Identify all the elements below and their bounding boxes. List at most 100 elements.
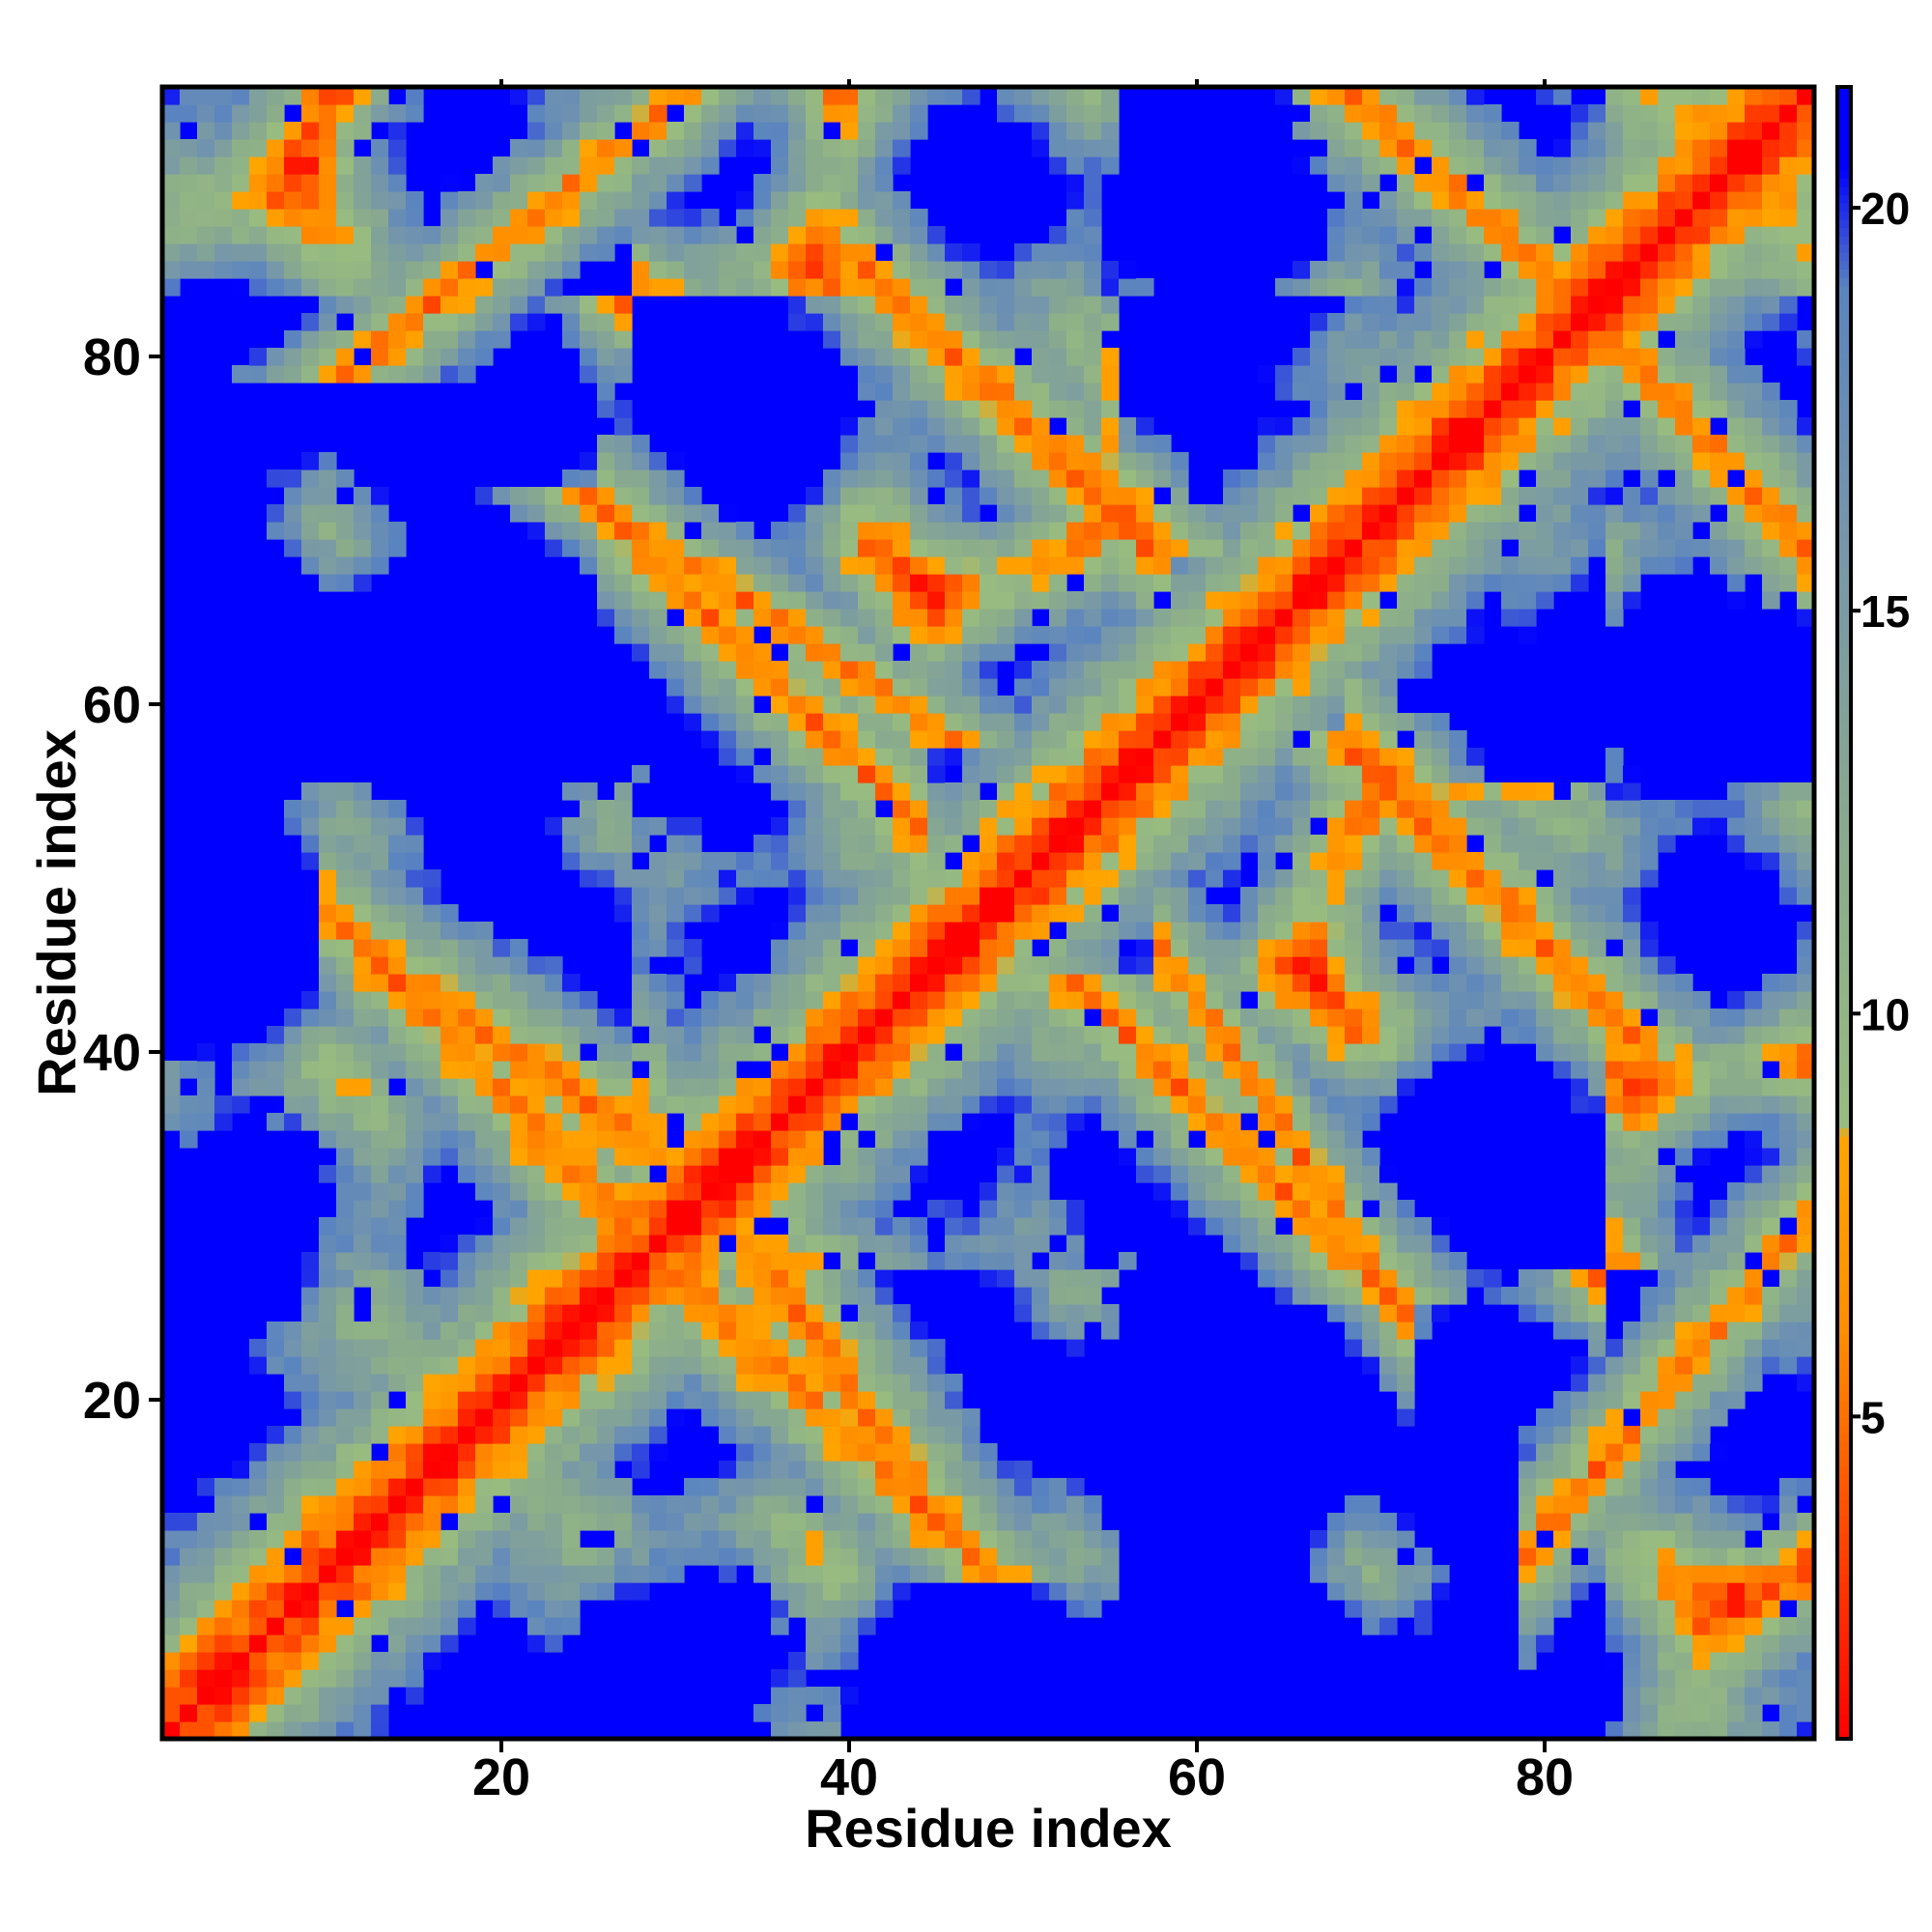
heatmap-cell bbox=[1362, 713, 1380, 731]
heatmap-cell bbox=[649, 1565, 668, 1583]
heatmap-cell bbox=[1345, 643, 1363, 662]
heatmap-cell bbox=[406, 87, 424, 105]
heatmap-cell bbox=[232, 1095, 250, 1114]
heatmap-cell bbox=[1101, 348, 1120, 366]
heatmap-cell bbox=[1014, 1148, 1033, 1166]
heatmap-cell bbox=[614, 1217, 633, 1236]
heatmap-cell bbox=[510, 1269, 528, 1288]
heatmap-cell bbox=[475, 1148, 494, 1166]
heatmap-cell bbox=[1345, 1548, 1363, 1566]
heatmap-cell bbox=[1345, 661, 1363, 679]
heatmap-cell bbox=[545, 1339, 563, 1357]
heatmap-cell bbox=[301, 1043, 320, 1062]
heatmap-cell bbox=[440, 939, 459, 957]
heatmap-cell bbox=[1032, 1130, 1050, 1149]
heatmap-cell bbox=[719, 730, 737, 749]
heatmap-cell bbox=[249, 261, 268, 279]
heatmap-cell bbox=[1293, 713, 1311, 731]
heatmap-cell bbox=[545, 261, 563, 279]
heatmap-cell bbox=[1206, 522, 1224, 540]
heatmap-cell bbox=[910, 609, 928, 627]
heatmap-cell bbox=[597, 1548, 615, 1566]
heatmap-cell bbox=[1049, 522, 1067, 540]
heatmap-cell bbox=[458, 1408, 476, 1427]
heatmap-cell bbox=[614, 1321, 633, 1340]
heatmap-cell bbox=[840, 1443, 859, 1462]
heatmap-cell bbox=[475, 243, 494, 262]
heatmap-cell bbox=[1206, 1026, 1224, 1044]
heatmap-cell bbox=[1310, 1217, 1328, 1236]
heatmap-cell bbox=[458, 1235, 476, 1253]
heatmap-cell bbox=[875, 765, 894, 783]
heatmap-cell bbox=[962, 522, 980, 540]
heatmap-cell bbox=[1553, 1443, 1572, 1462]
heatmap-cell bbox=[1779, 1687, 1798, 1705]
heatmap-cell bbox=[1258, 556, 1276, 575]
heatmap-cell bbox=[1032, 1478, 1050, 1496]
heatmap-cell bbox=[406, 1269, 424, 1288]
heatmap-cell bbox=[893, 1548, 911, 1566]
heatmap-cell bbox=[1449, 748, 1467, 766]
heatmap-cell bbox=[1258, 487, 1276, 505]
heatmap-cell bbox=[771, 1565, 789, 1583]
heatmap-cell bbox=[962, 1548, 980, 1566]
heatmap-cell bbox=[1275, 696, 1293, 714]
heatmap-cell bbox=[1345, 626, 1363, 644]
heatmap-cell bbox=[1501, 782, 1520, 801]
heatmap-cell bbox=[1397, 609, 1415, 627]
heatmap-cell bbox=[580, 1304, 598, 1322]
heatmap-cell bbox=[458, 1374, 476, 1392]
heatmap-cell bbox=[545, 243, 563, 262]
heatmap-cell bbox=[214, 156, 233, 175]
heatmap-cell bbox=[197, 1687, 215, 1705]
heatmap-cell bbox=[771, 1078, 789, 1096]
heatmap-cell bbox=[406, 1669, 424, 1688]
heatmap-cell bbox=[267, 104, 285, 123]
heatmap-cell bbox=[736, 574, 754, 592]
heatmap-cell bbox=[1605, 1391, 1624, 1409]
heatmap-cell bbox=[771, 1391, 789, 1409]
heatmap-cell bbox=[284, 1026, 302, 1044]
heatmap-cell bbox=[788, 887, 807, 905]
heatmap-cell bbox=[1066, 835, 1085, 853]
heatmap-cell bbox=[684, 156, 702, 175]
heatmap-cell bbox=[875, 869, 894, 888]
heatmap-cell bbox=[1101, 887, 1120, 905]
heatmap-cell bbox=[1223, 661, 1241, 679]
heatmap-cell bbox=[823, 1704, 841, 1722]
heatmap-cell bbox=[1223, 678, 1241, 696]
heatmap-cell bbox=[1084, 226, 1102, 244]
heatmap-cell bbox=[840, 1461, 859, 1479]
heatmap-cell bbox=[1640, 922, 1659, 940]
heatmap-cell bbox=[840, 1287, 859, 1305]
heatmap-cell bbox=[649, 1078, 668, 1096]
heatmap-cell bbox=[684, 1304, 702, 1322]
heatmap-cell bbox=[1293, 974, 1311, 992]
heatmap-cell bbox=[1762, 1582, 1780, 1601]
heatmap-cell bbox=[354, 1530, 372, 1548]
heatmap-cell bbox=[1605, 1235, 1624, 1253]
heatmap-cell bbox=[1379, 974, 1398, 992]
heatmap-cell bbox=[354, 365, 372, 384]
heatmap-cell bbox=[806, 313, 824, 331]
heatmap-cell bbox=[1658, 1721, 1676, 1740]
heatmap-cell bbox=[1049, 574, 1067, 592]
heatmap-cell bbox=[980, 522, 998, 540]
heatmap-cell bbox=[493, 226, 511, 244]
heatmap-cell bbox=[1049, 139, 1067, 157]
heatmap-cell bbox=[771, 1530, 789, 1548]
heatmap-cell bbox=[1049, 1565, 1067, 1583]
heatmap-cell bbox=[371, 869, 389, 888]
heatmap-cell bbox=[771, 869, 789, 888]
heatmap-cell bbox=[1710, 1043, 1728, 1062]
heatmap-cell bbox=[753, 1287, 772, 1305]
heatmap-cell bbox=[1014, 626, 1033, 644]
heatmap-cell bbox=[858, 1078, 876, 1096]
heatmap-cell bbox=[1258, 643, 1276, 662]
heatmap-cell bbox=[1745, 1078, 1763, 1096]
heatmap-cell bbox=[1206, 696, 1224, 714]
heatmap-cell bbox=[562, 1391, 581, 1409]
heatmap-cell bbox=[910, 1478, 928, 1496]
heatmap-cell bbox=[1379, 1565, 1398, 1583]
heatmap-cell bbox=[301, 1704, 320, 1722]
